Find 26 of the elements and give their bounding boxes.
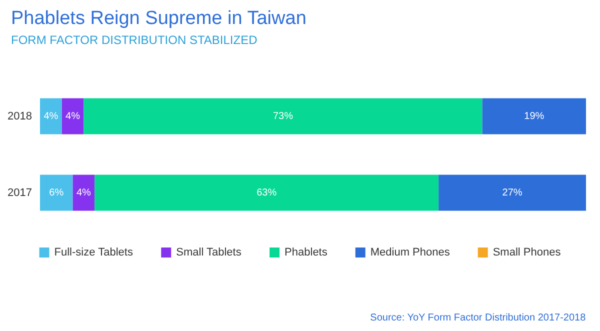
data-label: 27%	[502, 187, 522, 198]
legend-label: Small Phones	[492, 246, 562, 258]
data-label: 6%	[49, 187, 64, 198]
data-label: 4%	[44, 110, 58, 122]
bar	[482, 98, 586, 134]
source-note: Source: YoY Form Factor Distribution 2017-2018	[370, 312, 586, 324]
bar	[62, 98, 84, 134]
bar	[72, 174, 95, 211]
bar	[438, 174, 586, 211]
legend-label: Phablets	[284, 246, 328, 258]
data-label: 19%	[524, 110, 544, 122]
bar	[40, 174, 73, 211]
legend-label: Small Tablets	[176, 246, 242, 258]
data-label: 63%	[256, 187, 277, 198]
chart-title: Phablets Reign Supreme in Taiwan	[11, 8, 306, 29]
chart-subtitle: FORM FACTOR DISTRIBUTION STABILIZED	[11, 33, 258, 47]
y-tick-label: 2017	[8, 186, 32, 199]
data-label: 4%	[76, 187, 92, 198]
bar	[84, 98, 482, 134]
legend-label: Full-size Tablets	[54, 246, 134, 258]
data-label: 4%	[66, 110, 80, 122]
y-tick-label: 2018	[8, 110, 32, 122]
bar	[40, 98, 62, 134]
bar	[94, 174, 439, 211]
legend-label: Medium Phones	[370, 246, 450, 258]
data-label: 73%	[272, 110, 294, 122]
